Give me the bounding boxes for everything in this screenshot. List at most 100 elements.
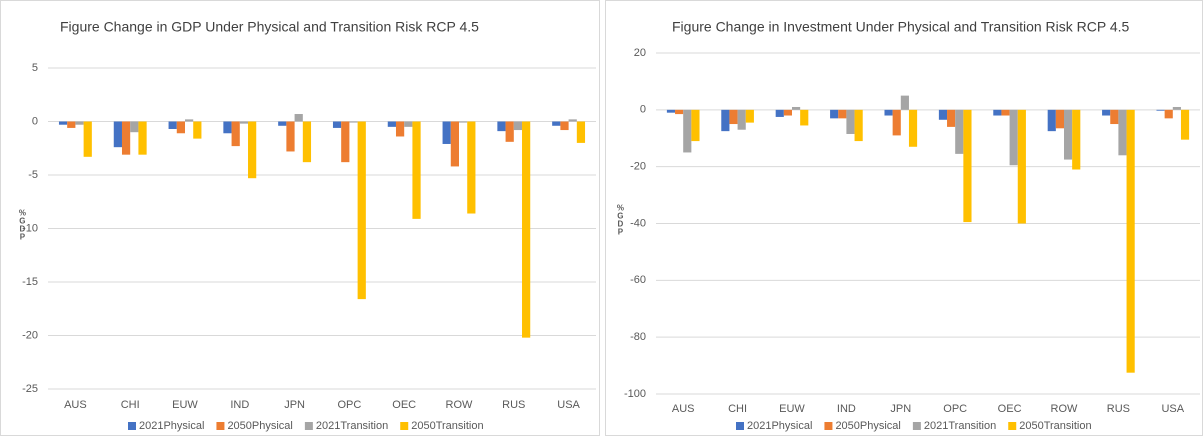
bar <box>1118 109 1127 156</box>
bar <box>1017 109 1026 224</box>
bar <box>963 109 972 223</box>
bar <box>892 109 901 136</box>
x-tick-label: AUS <box>672 403 695 415</box>
bar <box>341 121 350 163</box>
bar <box>830 109 839 119</box>
bar <box>138 121 147 155</box>
bar <box>1164 109 1173 119</box>
bar <box>691 109 700 142</box>
legend-swatch <box>128 422 136 430</box>
y-tick-label: -100 <box>624 388 646 400</box>
y-tick-label: -20 <box>630 161 646 173</box>
bar <box>800 109 809 126</box>
bar <box>1047 109 1056 132</box>
legend-label: 2021Physical <box>747 420 812 432</box>
bar <box>522 121 531 338</box>
y-tick-label: 20 <box>634 47 646 59</box>
bar <box>1064 109 1073 160</box>
x-tick-label: EUW <box>172 399 198 411</box>
x-tick-label: JPN <box>890 403 911 415</box>
bar <box>121 121 131 155</box>
bar <box>955 109 964 154</box>
bar <box>1055 109 1064 129</box>
y-tick-label: 0 <box>640 104 646 116</box>
legend-swatch <box>216 422 225 430</box>
bar <box>846 109 855 134</box>
bar <box>1126 109 1135 373</box>
bar <box>513 121 523 131</box>
bar <box>1009 109 1018 166</box>
bar <box>349 121 358 123</box>
bar <box>666 109 676 113</box>
bar <box>505 121 514 142</box>
y-tick-label: -80 <box>630 331 646 343</box>
bar <box>1102 109 1111 116</box>
x-tick-label: RUS <box>502 399 525 411</box>
y-tick-label: 0 <box>32 115 38 127</box>
bar <box>450 121 459 167</box>
bar <box>1180 109 1190 140</box>
legend-swatch <box>304 422 313 430</box>
chart-title: Figure Change in Investment Under Physic… <box>672 19 1130 35</box>
bar <box>947 109 956 127</box>
bar <box>737 109 746 130</box>
bar <box>404 121 413 127</box>
x-tick-label: OPC <box>943 403 967 415</box>
y-tick-label: -15 <box>22 276 38 288</box>
x-tick-label: RUS <box>1107 403 1130 415</box>
x-tick-label: IND <box>837 403 856 415</box>
y-tick-label: -60 <box>630 274 646 286</box>
bar <box>938 109 948 120</box>
legend-swatch <box>912 422 921 430</box>
x-tick-label: IND <box>230 399 249 411</box>
bar <box>497 121 506 132</box>
x-tick-label: ROW <box>446 399 474 411</box>
legend-swatch <box>824 422 833 430</box>
bar <box>58 121 68 125</box>
bar <box>176 121 185 134</box>
y-tick-label: -20 <box>22 329 38 341</box>
bar <box>168 121 177 129</box>
legend-swatch <box>1008 422 1017 430</box>
x-tick-label: USA <box>557 399 580 411</box>
bar <box>332 121 342 128</box>
bar <box>395 121 405 137</box>
bar <box>412 121 421 219</box>
bar <box>357 121 366 300</box>
legend-label: 2021Physical <box>139 420 204 432</box>
bar <box>560 121 569 131</box>
x-tick-label: OPC <box>337 399 361 411</box>
bar <box>231 121 240 147</box>
y-tick-label: -10 <box>22 222 38 234</box>
x-tick-label: AUS <box>64 399 87 411</box>
bar <box>248 121 257 179</box>
bar <box>729 109 738 125</box>
bar <box>442 121 451 144</box>
x-tick-label: OEC <box>392 399 416 411</box>
legend-label: 2021Transition <box>316 420 388 432</box>
bar <box>745 109 754 123</box>
x-tick-label: OEC <box>998 403 1022 415</box>
y-axis-label: %GDP <box>18 209 27 241</box>
bar <box>993 109 1002 116</box>
panel <box>0 0 600 436</box>
bar <box>75 121 84 125</box>
bar <box>467 121 476 214</box>
bar <box>552 121 561 126</box>
y-tick-label: -5 <box>28 169 38 181</box>
bar <box>130 121 139 133</box>
bar <box>67 121 76 128</box>
bar <box>185 119 194 122</box>
bar <box>568 119 577 122</box>
y-axis-label: %GDP <box>616 204 625 236</box>
bar <box>900 95 909 110</box>
x-tick-label: JPN <box>284 399 305 411</box>
bar <box>854 109 863 142</box>
bar <box>576 121 586 143</box>
y-tick-label: -25 <box>22 383 38 395</box>
bar <box>721 109 730 132</box>
bar <box>908 109 918 147</box>
panel <box>605 0 1203 436</box>
bar <box>387 121 396 127</box>
